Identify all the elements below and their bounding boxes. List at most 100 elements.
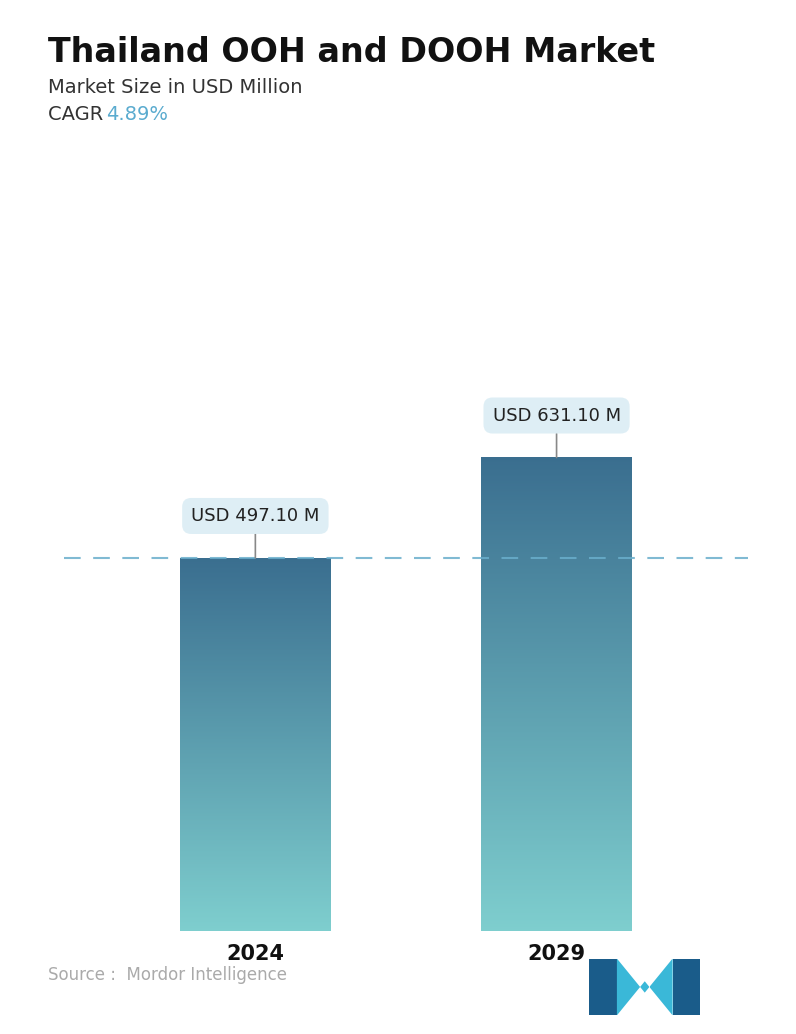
Bar — [482, 541, 632, 543]
Bar — [482, 750, 632, 751]
Bar — [180, 764, 330, 765]
Bar — [180, 873, 330, 874]
Bar — [180, 743, 330, 744]
Bar — [482, 498, 632, 500]
Bar — [482, 789, 632, 790]
Bar — [180, 888, 330, 889]
Bar — [482, 766, 632, 768]
Bar — [482, 475, 632, 477]
Bar — [482, 784, 632, 786]
Bar — [180, 710, 330, 712]
Bar — [482, 552, 632, 553]
Bar — [482, 478, 632, 480]
Bar — [482, 514, 632, 516]
Bar — [482, 700, 632, 702]
Bar — [180, 673, 330, 675]
Bar — [180, 614, 330, 615]
Bar — [180, 900, 330, 901]
Bar — [482, 570, 632, 571]
Bar — [180, 642, 330, 643]
Bar — [482, 774, 632, 777]
Bar — [482, 798, 632, 799]
Bar — [180, 901, 330, 902]
Bar — [180, 646, 330, 647]
Bar — [180, 707, 330, 708]
Bar — [482, 580, 632, 582]
Bar — [482, 604, 632, 606]
Bar — [482, 696, 632, 697]
Bar — [180, 621, 330, 622]
Bar — [180, 860, 330, 861]
Bar — [180, 868, 330, 869]
Bar — [180, 584, 330, 585]
Bar — [180, 708, 330, 709]
Bar — [180, 912, 330, 913]
Bar — [482, 726, 632, 727]
Text: Source :  Mordor Intelligence: Source : Mordor Intelligence — [48, 967, 287, 984]
Bar — [180, 639, 330, 640]
Bar — [180, 713, 330, 714]
Bar — [482, 522, 632, 524]
Bar — [482, 892, 632, 894]
Bar — [482, 691, 632, 693]
Bar — [180, 666, 330, 667]
Bar — [482, 822, 632, 823]
Bar — [482, 620, 632, 621]
Polygon shape — [673, 959, 700, 1015]
Bar — [482, 876, 632, 877]
Bar — [482, 885, 632, 886]
Bar — [482, 888, 632, 889]
Bar — [482, 861, 632, 862]
Bar — [180, 703, 330, 704]
Bar — [482, 853, 632, 855]
Bar — [180, 694, 330, 695]
Bar — [180, 636, 330, 637]
Bar — [482, 924, 632, 925]
Bar — [482, 799, 632, 801]
Bar — [180, 624, 330, 625]
Bar — [180, 787, 330, 788]
Bar — [482, 685, 632, 687]
Bar — [180, 843, 330, 844]
Bar — [482, 912, 632, 913]
Bar — [180, 914, 330, 916]
Bar — [180, 590, 330, 591]
Bar — [180, 657, 330, 658]
Bar — [180, 596, 330, 597]
Bar — [180, 908, 330, 910]
Bar — [180, 706, 330, 707]
Bar — [482, 598, 632, 600]
Bar — [180, 660, 330, 661]
Bar — [180, 790, 330, 791]
Bar — [482, 567, 632, 568]
Bar — [482, 916, 632, 918]
Bar — [180, 671, 330, 672]
Bar — [180, 902, 330, 904]
Bar — [482, 483, 632, 484]
Bar — [482, 560, 632, 561]
Bar — [482, 600, 632, 601]
Bar — [180, 822, 330, 824]
Bar — [482, 557, 632, 558]
Bar — [180, 781, 330, 782]
Bar — [482, 517, 632, 519]
Bar — [482, 730, 632, 732]
Bar — [482, 899, 632, 901]
Bar — [482, 802, 632, 804]
Bar — [482, 673, 632, 675]
Bar — [482, 855, 632, 856]
Bar — [180, 920, 330, 922]
Bar — [482, 486, 632, 487]
Bar — [180, 855, 330, 856]
Bar — [482, 844, 632, 846]
Bar — [180, 701, 330, 702]
Bar — [482, 795, 632, 796]
Bar — [482, 906, 632, 907]
Bar — [482, 808, 632, 810]
Bar — [180, 676, 330, 677]
Bar — [482, 765, 632, 766]
Bar — [482, 591, 632, 594]
Bar — [482, 648, 632, 650]
Bar — [180, 598, 330, 599]
Bar — [482, 681, 632, 683]
